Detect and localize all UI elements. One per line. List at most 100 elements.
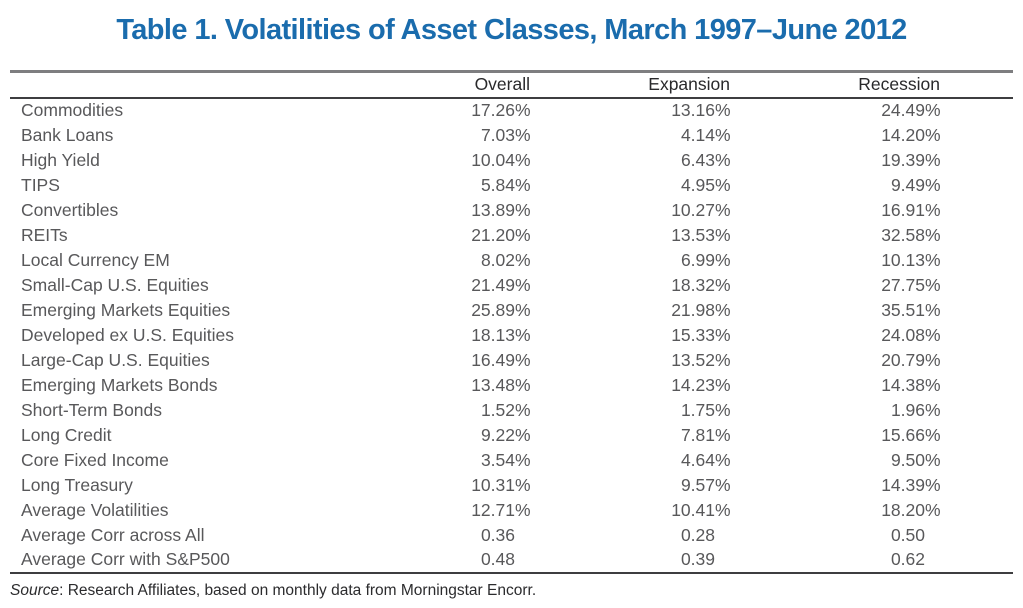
value-cell: 5.84% (480, 174, 531, 195)
source-label: Source (10, 581, 60, 599)
row-label: Convertibles (21, 199, 119, 220)
table-row: Large-Cap U.S. Equities 16.49% 13.52% 20.79… (10, 348, 1013, 373)
row-label: Average Volatilities (21, 499, 169, 520)
value-cell: 21.49% (471, 274, 531, 295)
value-cell: 0.62 (890, 549, 925, 569)
value-cell: 13.53% (671, 224, 731, 245)
header-row: Overall Expansion Recession (10, 71, 1013, 99)
value-cell: 13.52% (671, 349, 731, 370)
table-row: Commodities 17.26% 13.16% 24.49% (10, 98, 1013, 123)
value-cell: 24.49% (881, 100, 941, 120)
value-cell: 0.50 (890, 524, 925, 545)
value-cell: 17.26% (471, 100, 531, 120)
value-cell: 18.32% (671, 274, 731, 295)
row-label: REITs (21, 224, 68, 245)
column-header-blank (10, 71, 428, 99)
table-row: Emerging Markets Equities 25.89% 21.98% 35.… (10, 298, 1013, 323)
value-cell: 15.33% (671, 324, 731, 345)
value-cell: 32.58% (881, 224, 941, 245)
table-row: Average Corr across All 0.36 0.28 0.50 (10, 523, 1013, 548)
value-cell: 10.41% (671, 499, 731, 520)
table-row: Emerging Markets Bonds 13.48% 14.23% 14.38% (10, 373, 1013, 398)
value-cell: 9.57% (680, 474, 731, 495)
value-cell: 10.27% (671, 199, 731, 220)
value-cell: 0.48 (480, 549, 515, 569)
value-cell: 25.89% (471, 299, 531, 320)
value-cell: 20.79% (881, 349, 941, 370)
value-cell: 4.95% (680, 174, 731, 195)
table-body: Commodities 17.26% 13.16% 24.49% Bank Loans 7… (10, 98, 1013, 573)
table-title: Table 1. Volatilities of Asset Classes, … (116, 14, 907, 46)
table-row: Core Fixed Income 3.54% 4.64% 9.50% (10, 448, 1013, 473)
value-cell: 21.98% (671, 299, 731, 320)
value-cell: 9.22% (480, 424, 531, 445)
source-text: : Research Affiliates, based on monthly … (59, 581, 537, 599)
row-label: Large-Cap U.S. Equities (21, 349, 210, 370)
column-header-expansion: Expansion (623, 71, 818, 99)
row-label: Local Currency EM (21, 249, 170, 270)
value-cell: 14.20% (881, 124, 941, 145)
value-cell: 7.81% (680, 424, 731, 445)
value-cell: 10.13% (881, 249, 941, 270)
value-cell: 3.54% (480, 449, 531, 470)
value-cell: 12.71% (471, 499, 531, 520)
row-label: Emerging Markets Bonds (21, 374, 218, 395)
source-note: Source: Research Affiliates, based on mo… (10, 582, 1013, 600)
value-cell: 14.38% (881, 374, 941, 395)
value-cell: 1.96% (890, 399, 941, 420)
value-cell: 4.64% (680, 449, 731, 470)
table-row: Average Corr with S&P500 0.48 0.39 0.62 (10, 548, 1013, 573)
row-label: Commodities (21, 100, 124, 120)
value-cell: 15.66% (881, 424, 941, 445)
value-cell: 14.23% (671, 374, 731, 395)
value-cell: 8.02% (480, 249, 531, 270)
value-cell: 19.39% (881, 149, 941, 170)
value-cell: 18.13% (471, 324, 531, 345)
value-cell: 14.39% (881, 474, 941, 495)
row-label: Emerging Markets Equities (21, 299, 231, 320)
value-cell: 10.31% (471, 474, 531, 495)
value-cell: 1.75% (680, 399, 731, 420)
table-row: REITs 21.20% 13.53% 32.58% (10, 223, 1013, 248)
column-header-recession: Recession (818, 71, 1013, 99)
value-cell: 7.03% (480, 124, 531, 145)
table-row: Long Treasury 10.31% 9.57% 14.39% (10, 473, 1013, 498)
table-row: Long Credit 9.22% 7.81% 15.66% (10, 423, 1013, 448)
value-cell: 18.20% (881, 499, 941, 520)
value-cell: 10.04% (471, 149, 531, 170)
value-cell: 35.51% (881, 299, 941, 320)
value-cell: 27.75% (881, 274, 941, 295)
value-cell: 13.48% (471, 374, 531, 395)
value-cell: 0.28 (680, 524, 715, 545)
value-cell: 9.50% (890, 449, 941, 470)
table-row: Average Volatilities 12.71% 10.41% 18.20% (10, 498, 1013, 523)
table-row: Bank Loans 7.03% 4.14% 14.20% (10, 123, 1013, 148)
value-cell: 21.20% (471, 224, 531, 245)
volatilities-table: Overall Expansion Recession Commodities 1… (10, 70, 1013, 574)
value-cell: 13.89% (471, 199, 531, 220)
value-cell: 6.43% (680, 149, 731, 170)
row-label: Bank Loans (21, 124, 114, 145)
table-row: High Yield 10.04% 6.43% 19.39% (10, 148, 1013, 173)
row-label: Long Treasury (21, 474, 133, 495)
table-row: Developed ex U.S. Equities 18.13% 15.33% 24… (10, 323, 1013, 348)
table-header: Overall Expansion Recession (10, 71, 1013, 99)
row-label: Core Fixed Income (21, 449, 169, 470)
value-cell: 16.91% (881, 199, 941, 220)
row-label: Developed ex U.S. Equities (21, 324, 235, 345)
value-cell: 6.99% (680, 249, 731, 270)
row-label: Small-Cap U.S. Equities (21, 274, 209, 295)
row-label: Average Corr across All (21, 524, 205, 545)
row-label: Long Credit (21, 424, 112, 445)
column-header-overall: Overall (428, 71, 623, 99)
row-label: Average Corr with S&P500 (21, 549, 230, 569)
table-row: Convertibles 13.89% 10.27% 16.91% (10, 198, 1013, 223)
table-row: Short-Term Bonds 1.52% 1.75% 1.96% (10, 398, 1013, 423)
value-cell: 0.39 (680, 549, 715, 569)
value-cell: 0.36 (480, 524, 515, 545)
value-cell: 1.52% (480, 399, 531, 420)
value-cell: 16.49% (471, 349, 531, 370)
row-label: TIPS (21, 174, 60, 195)
table-row: Small-Cap U.S. Equities 21.49% 18.32% 27.75… (10, 273, 1013, 298)
